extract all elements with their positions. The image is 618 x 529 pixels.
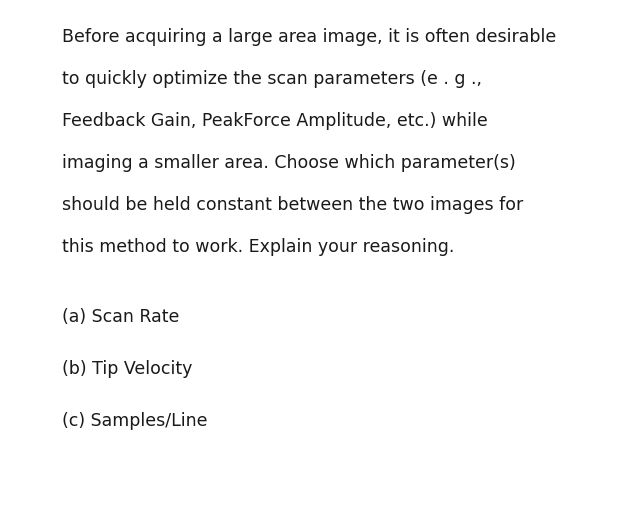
Text: to quickly optimize the scan parameters (e . g .,: to quickly optimize the scan parameters … <box>62 70 482 88</box>
Text: (c) Samples/Line: (c) Samples/Line <box>62 412 208 430</box>
Text: Feedback Gain, PeakForce Amplitude, etc.) while: Feedback Gain, PeakForce Amplitude, etc.… <box>62 112 488 130</box>
Text: should be held constant between the two images for: should be held constant between the two … <box>62 196 523 214</box>
Text: imaging a smaller area. Choose which parameter(s): imaging a smaller area. Choose which par… <box>62 154 516 172</box>
Text: this method to work. Explain your reasoning.: this method to work. Explain your reason… <box>62 238 454 256</box>
Text: (b) Tip Velocity: (b) Tip Velocity <box>62 360 192 378</box>
Text: Before acquiring a large area image, it is often desirable: Before acquiring a large area image, it … <box>62 28 556 46</box>
Text: (a) Scan Rate: (a) Scan Rate <box>62 308 179 326</box>
